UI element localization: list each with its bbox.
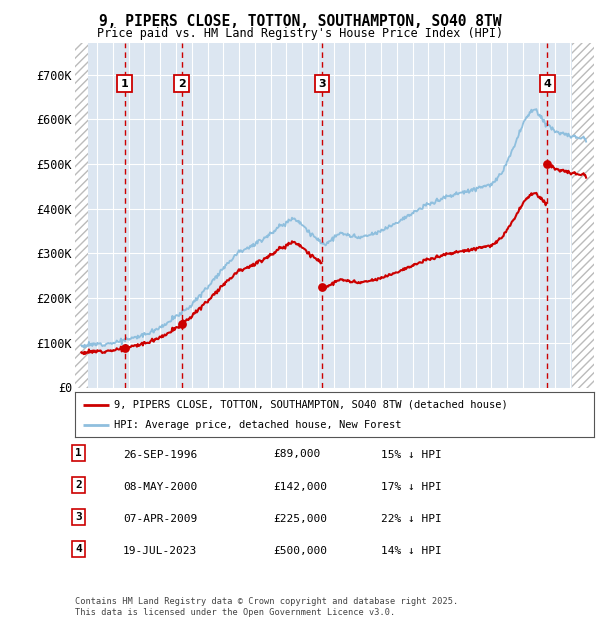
Point xyxy=(542,159,552,169)
Text: 3: 3 xyxy=(319,79,326,89)
Text: 2: 2 xyxy=(178,79,185,89)
Point xyxy=(120,343,130,353)
Text: 26-SEP-1996: 26-SEP-1996 xyxy=(123,450,197,459)
Text: £225,000: £225,000 xyxy=(273,514,327,524)
Text: £500,000: £500,000 xyxy=(273,546,327,556)
Text: 19-JUL-2023: 19-JUL-2023 xyxy=(123,546,197,556)
Text: 1: 1 xyxy=(121,79,128,89)
Text: 15% ↓ HPI: 15% ↓ HPI xyxy=(381,450,442,459)
Text: 22% ↓ HPI: 22% ↓ HPI xyxy=(381,514,442,524)
Text: 1: 1 xyxy=(75,448,82,458)
Point xyxy=(177,319,187,329)
Text: Price paid vs. HM Land Registry's House Price Index (HPI): Price paid vs. HM Land Registry's House … xyxy=(97,27,503,40)
Text: 14% ↓ HPI: 14% ↓ HPI xyxy=(381,546,442,556)
Text: 9, PIPERS CLOSE, TOTTON, SOUTHAMPTON, SO40 8TW: 9, PIPERS CLOSE, TOTTON, SOUTHAMPTON, SO… xyxy=(99,14,501,29)
Text: 08-MAY-2000: 08-MAY-2000 xyxy=(123,482,197,492)
Text: 3: 3 xyxy=(75,512,82,522)
Text: 17% ↓ HPI: 17% ↓ HPI xyxy=(381,482,442,492)
Text: Contains HM Land Registry data © Crown copyright and database right 2025.
This d: Contains HM Land Registry data © Crown c… xyxy=(75,598,458,617)
Bar xyxy=(572,30,594,387)
Text: 4: 4 xyxy=(75,544,82,554)
Text: 9, PIPERS CLOSE, TOTTON, SOUTHAMPTON, SO40 8TW (detached house): 9, PIPERS CLOSE, TOTTON, SOUTHAMPTON, SO… xyxy=(114,399,508,410)
Text: 07-APR-2009: 07-APR-2009 xyxy=(123,514,197,524)
Text: 2: 2 xyxy=(75,480,82,490)
Text: £89,000: £89,000 xyxy=(273,450,320,459)
Text: £142,000: £142,000 xyxy=(273,482,327,492)
Bar xyxy=(75,30,88,387)
Text: 4: 4 xyxy=(544,79,551,89)
Point xyxy=(317,282,327,292)
Text: HPI: Average price, detached house, New Forest: HPI: Average price, detached house, New … xyxy=(114,420,401,430)
